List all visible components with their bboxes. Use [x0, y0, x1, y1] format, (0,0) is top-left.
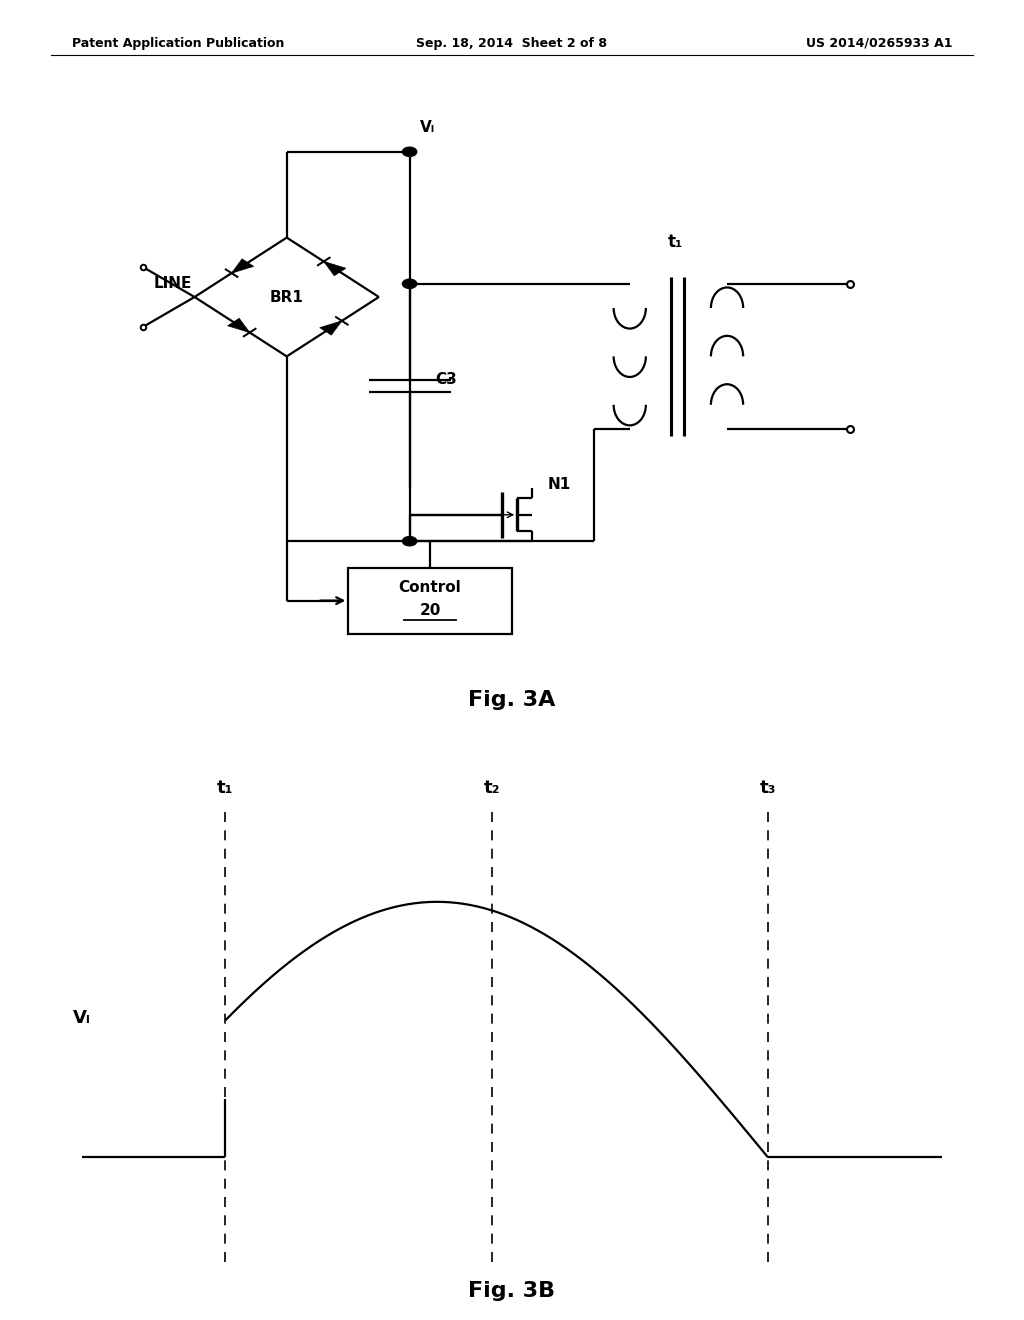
Text: Fig. 3A: Fig. 3A — [468, 689, 556, 710]
Text: Vₗ: Vₗ — [420, 120, 435, 135]
Circle shape — [402, 537, 417, 546]
Text: t₁: t₁ — [217, 779, 233, 797]
Text: US 2014/0265933 A1: US 2014/0265933 A1 — [806, 37, 952, 50]
Polygon shape — [324, 261, 346, 276]
Text: C3: C3 — [435, 372, 457, 387]
Text: LINE: LINE — [154, 276, 191, 292]
Circle shape — [402, 148, 417, 156]
Polygon shape — [227, 318, 250, 333]
Text: Patent Application Publication: Patent Application Publication — [72, 37, 284, 50]
Bar — [348, 568, 512, 634]
Text: t₃: t₃ — [760, 779, 776, 797]
Text: Sep. 18, 2014  Sheet 2 of 8: Sep. 18, 2014 Sheet 2 of 8 — [417, 37, 607, 50]
Text: N1: N1 — [548, 477, 571, 492]
Text: t₁: t₁ — [669, 232, 683, 251]
Text: 20: 20 — [420, 603, 440, 618]
Polygon shape — [231, 259, 254, 273]
Text: Fig. 3B: Fig. 3B — [468, 1280, 556, 1302]
Text: Vₗ: Vₗ — [73, 1008, 91, 1027]
Polygon shape — [319, 321, 342, 335]
Text: BR1: BR1 — [269, 289, 304, 305]
Text: t₂: t₂ — [483, 779, 500, 797]
Text: Control: Control — [398, 579, 462, 595]
Circle shape — [402, 280, 417, 288]
